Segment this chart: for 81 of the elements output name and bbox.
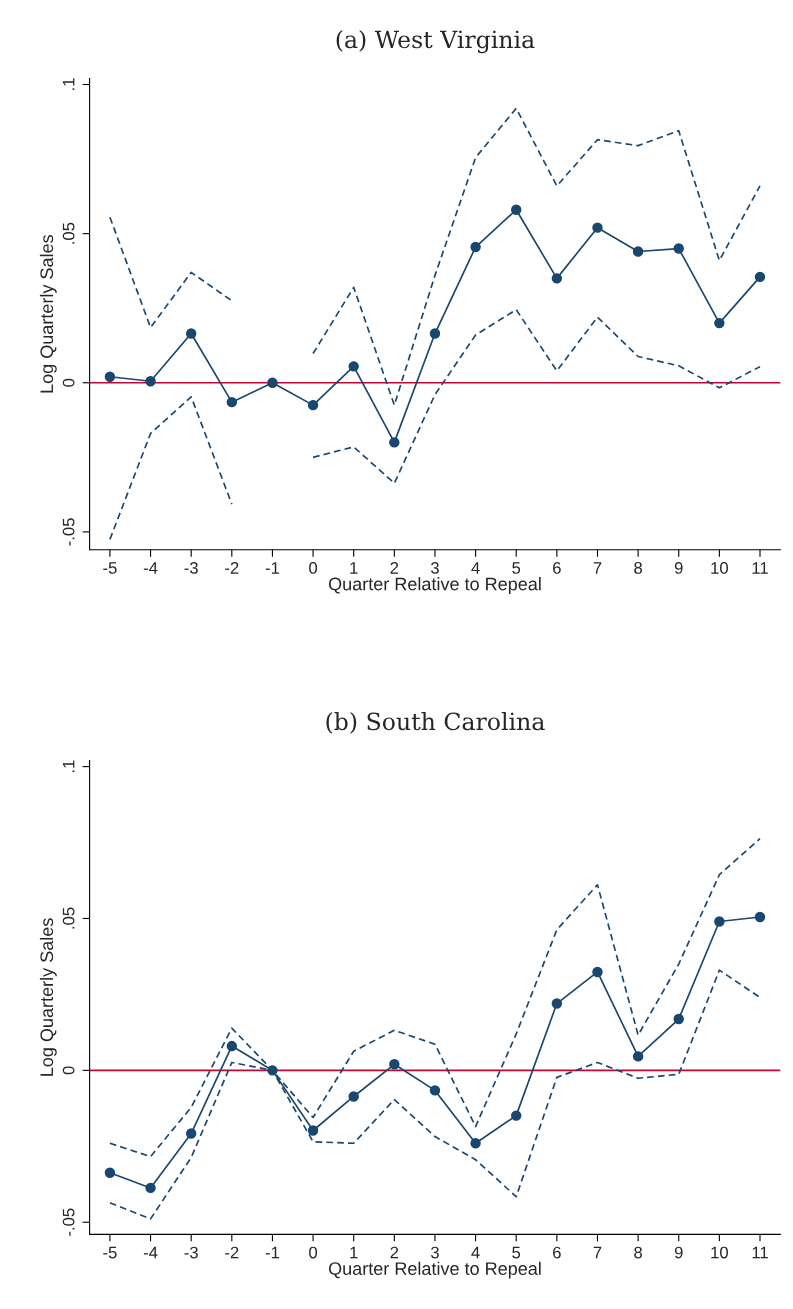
x-tick-label: 4 bbox=[471, 1246, 480, 1259]
point bbox=[551, 273, 563, 284]
point bbox=[754, 271, 766, 283]
point bbox=[632, 1051, 644, 1062]
x-tick-label: 2 bbox=[390, 1246, 399, 1259]
point bbox=[145, 376, 156, 387]
point bbox=[511, 1110, 522, 1121]
x-axis-title: Quarter Relative to Repeal bbox=[328, 1261, 541, 1279]
x-tick-label: 3 bbox=[430, 1246, 439, 1259]
point bbox=[714, 317, 725, 329]
point bbox=[104, 1167, 116, 1178]
y-tick-label: .1 bbox=[62, 78, 75, 90]
x-tick-label: -4 bbox=[143, 1246, 158, 1259]
x-tick-label: 3 bbox=[430, 562, 439, 574]
x-axis-title: Quarter Relative to Repeal bbox=[328, 577, 541, 594]
point bbox=[104, 371, 116, 383]
point bbox=[348, 361, 359, 372]
x-tick-label: 6 bbox=[553, 1246, 561, 1259]
x-tick-label: 0 bbox=[309, 1246, 318, 1259]
point bbox=[673, 1013, 684, 1025]
x-tick-label: 4 bbox=[471, 562, 480, 574]
y-tick-label: .05 bbox=[62, 222, 75, 244]
point bbox=[754, 911, 766, 923]
point bbox=[592, 966, 603, 978]
x-tick-label: 0 bbox=[309, 562, 318, 574]
x-tick-label: 1 bbox=[350, 562, 358, 574]
x-tick-label: 10 bbox=[711, 562, 728, 574]
chart-title: (b) South Carolina bbox=[326, 712, 545, 734]
x-tick-label: 7 bbox=[593, 1246, 602, 1259]
point bbox=[307, 399, 319, 411]
point bbox=[389, 1059, 400, 1070]
x-tick-label: 8 bbox=[634, 562, 643, 574]
x-tick-label: 5 bbox=[512, 562, 521, 574]
x-tick-label: -2 bbox=[225, 562, 239, 574]
point bbox=[551, 998, 563, 1009]
y-axis-title: Log Quarterly Sales bbox=[39, 235, 57, 393]
point bbox=[592, 222, 603, 233]
y-tick-label: 0 bbox=[62, 1066, 75, 1075]
x-tick-label: 5 bbox=[512, 1246, 521, 1259]
y-tick-label: 0 bbox=[62, 378, 75, 387]
point bbox=[673, 243, 684, 254]
point bbox=[429, 1085, 441, 1096]
point bbox=[145, 1182, 156, 1194]
x-tick-label: 1 bbox=[350, 1246, 358, 1259]
x-tick-label: 7 bbox=[593, 562, 602, 574]
x-tick-label: 11 bbox=[752, 562, 768, 574]
x-tick-label: -2 bbox=[225, 1246, 239, 1259]
x-tick-label: 6 bbox=[553, 562, 561, 574]
point bbox=[470, 241, 481, 253]
y-tick-label: -.05 bbox=[62, 1208, 75, 1236]
x-tick-label: 8 bbox=[634, 1246, 643, 1259]
point bbox=[389, 437, 400, 448]
y-tick-label: -.05 bbox=[62, 518, 75, 546]
y-tick-label: .05 bbox=[62, 907, 75, 929]
x-tick-label: 11 bbox=[752, 1246, 768, 1259]
x-tick-label: -1 bbox=[265, 1246, 280, 1259]
point bbox=[714, 916, 725, 927]
point bbox=[429, 328, 441, 339]
y-tick-label: .1 bbox=[62, 760, 75, 773]
x-tick-label: -4 bbox=[143, 562, 158, 574]
x-tick-label: 9 bbox=[674, 562, 683, 574]
x-tick-label: 10 bbox=[711, 1246, 728, 1259]
point bbox=[267, 377, 278, 388]
point bbox=[226, 396, 238, 408]
x-tick-label: -5 bbox=[103, 562, 117, 574]
x-tick-label: -3 bbox=[184, 1246, 198, 1259]
point bbox=[632, 246, 644, 257]
x-tick-label: 9 bbox=[674, 1246, 683, 1259]
x-tick-label: -5 bbox=[103, 1246, 117, 1259]
x-tick-label: 2 bbox=[390, 562, 399, 574]
y-axis-title: Log Quarterly Sales bbox=[39, 918, 57, 1076]
point bbox=[226, 1040, 238, 1052]
x-tick-label: -1 bbox=[265, 562, 280, 574]
point bbox=[348, 1091, 359, 1102]
point bbox=[511, 204, 522, 215]
point bbox=[185, 328, 197, 339]
x-tick-label: -3 bbox=[184, 562, 198, 574]
point bbox=[470, 1138, 481, 1149]
point bbox=[307, 1125, 319, 1136]
chart-title: (a) West Virginia bbox=[336, 30, 535, 54]
point bbox=[185, 1128, 197, 1139]
